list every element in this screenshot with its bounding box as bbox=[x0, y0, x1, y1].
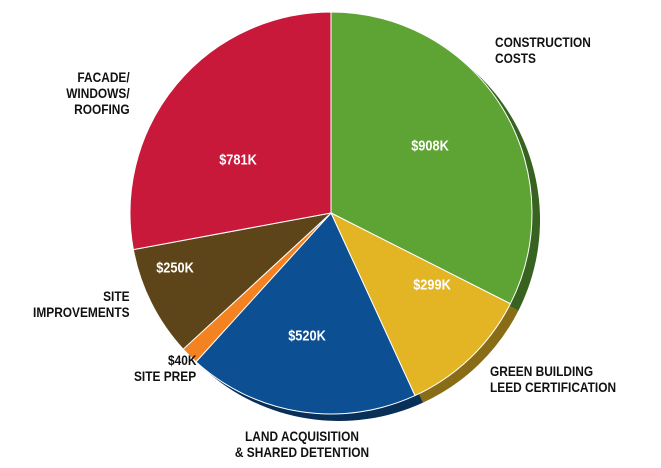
value-label: $781K bbox=[219, 151, 257, 169]
category-label: LAND ACQUISITION & SHARED DETENTION bbox=[234, 428, 370, 460]
slice bbox=[195, 212, 416, 415]
slice bbox=[129, 11, 332, 251]
value-label: $40K bbox=[167, 352, 196, 368]
category-label: CONSTRUCTION COSTS bbox=[495, 34, 591, 66]
value-label: $520K bbox=[288, 327, 326, 345]
value-label: $299K bbox=[413, 276, 451, 294]
category-label: GREEN BUILDING LEED CERTIFICATION bbox=[490, 363, 617, 395]
value-label: $908K bbox=[411, 137, 449, 155]
slice bbox=[329, 211, 512, 397]
value-label: $250K bbox=[156, 259, 194, 277]
category-label: SITE IMPROVEMENTS bbox=[33, 288, 130, 320]
slice bbox=[330, 11, 533, 305]
category-label: FACADE/ WINDOWS/ ROOFING bbox=[66, 69, 130, 117]
slice bbox=[132, 212, 333, 350]
category-label: SITE PREP bbox=[133, 368, 196, 384]
